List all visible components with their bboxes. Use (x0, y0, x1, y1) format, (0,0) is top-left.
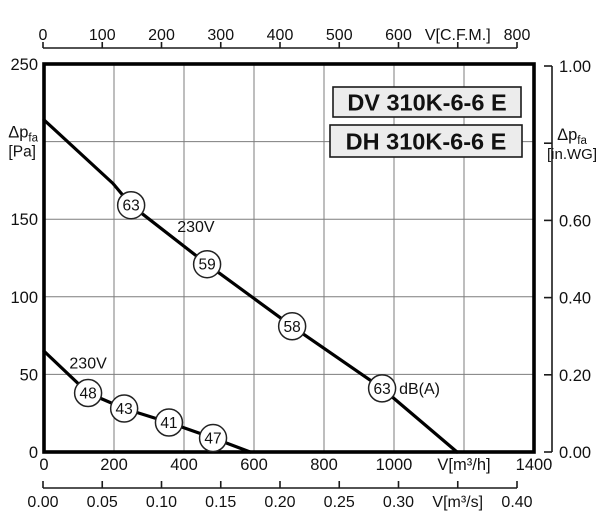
db-marker-value: 58 (284, 319, 301, 336)
model-label-box (332, 86, 522, 118)
inwg-tick-label: 0.40 (559, 290, 591, 308)
plot-border (42, 62, 536, 454)
db-marker-circle (73, 378, 103, 408)
m3h-tick-label: V[m³/h] (437, 456, 490, 474)
m3s-tick-label: 0.00 (27, 494, 58, 511)
db-marker-circle (192, 249, 222, 279)
cfm-tick-label: 200 (148, 27, 175, 44)
m3s-tick-label: V[m³/s] (432, 494, 483, 511)
m3h-tick-label: 1000 (376, 456, 413, 474)
db-marker-circle (116, 190, 146, 220)
cfm-tick-label: V[C.F.M.] (425, 27, 491, 44)
inwg-tick-label: 0.20 (559, 367, 591, 385)
inwg-axis-title: Δpfa (557, 126, 587, 147)
pa-tick-label: 0 (29, 444, 38, 462)
db-marker-value: 43 (116, 401, 133, 418)
db-marker-circle (154, 408, 184, 437)
inwg-tick-label: 0.00 (559, 444, 591, 462)
m3h-tick-label: 800 (310, 456, 338, 474)
m3s-tick-label: 0.30 (383, 494, 414, 511)
db-marker-circle (367, 374, 397, 403)
db-unit-label: dB(A) (399, 381, 440, 398)
db-marker-circle (198, 423, 228, 453)
m3s-tick-label: 0.15 (205, 494, 236, 511)
db-marker-value: 47 (204, 431, 221, 448)
db-marker-value: 41 (160, 415, 177, 432)
cfm-tick-label: 800 (504, 27, 531, 44)
pa-tick-label: 150 (10, 211, 38, 229)
m3h-tick-label: 200 (100, 456, 128, 474)
cfm-tick-label: 500 (326, 27, 353, 44)
pa-axis-title-unit: [Pa] (8, 144, 36, 161)
voltage-label: 230V (177, 219, 215, 236)
m3h-tick-label: 1400 (516, 456, 553, 474)
m3h-tick-label: 600 (240, 456, 268, 474)
db-marker-circle (277, 312, 307, 341)
cfm-tick-label: 400 (267, 27, 294, 44)
m3s-tick-label: 0.25 (324, 494, 355, 511)
voltage-label: 230V (69, 356, 107, 373)
db-marker-value: 48 (79, 386, 96, 403)
pa-axis-title: Δpfa (8, 124, 38, 145)
pa-tick-label: 50 (20, 366, 38, 384)
cfm-tick-label: 300 (207, 27, 234, 44)
model-label-box (329, 124, 523, 158)
db-marker-value: 63 (373, 381, 390, 398)
pa-tick-label: 100 (10, 289, 38, 307)
cfm-tick-label: 0 (39, 27, 48, 44)
cfm-tick-label: 100 (89, 27, 116, 44)
m3h-tick-label: 400 (170, 456, 198, 474)
inwg-tick-label: 1.00 (559, 58, 591, 76)
db-marker-circle (109, 394, 139, 423)
db-marker-value: 59 (198, 257, 215, 274)
cfm-tick-label: 600 (385, 27, 412, 44)
model-label: DH 310K-6-6 E (346, 129, 507, 155)
inwg-axis-title-unit: [in.WG] (547, 146, 597, 163)
m3s-tick-label: 0.05 (87, 494, 118, 511)
model-label: DV 310K-6-6 E (347, 90, 506, 116)
db-marker-value: 63 (123, 198, 140, 215)
m3h-tick-label: 0 (39, 456, 48, 474)
pa-tick-label: 250 (10, 56, 38, 74)
m3s-tick-label: 0.10 (146, 494, 177, 511)
inwg-tick-label: 0.60 (559, 212, 591, 230)
m3s-tick-label: 0.20 (264, 494, 295, 511)
m3s-tick-label: 0.40 (501, 494, 532, 511)
